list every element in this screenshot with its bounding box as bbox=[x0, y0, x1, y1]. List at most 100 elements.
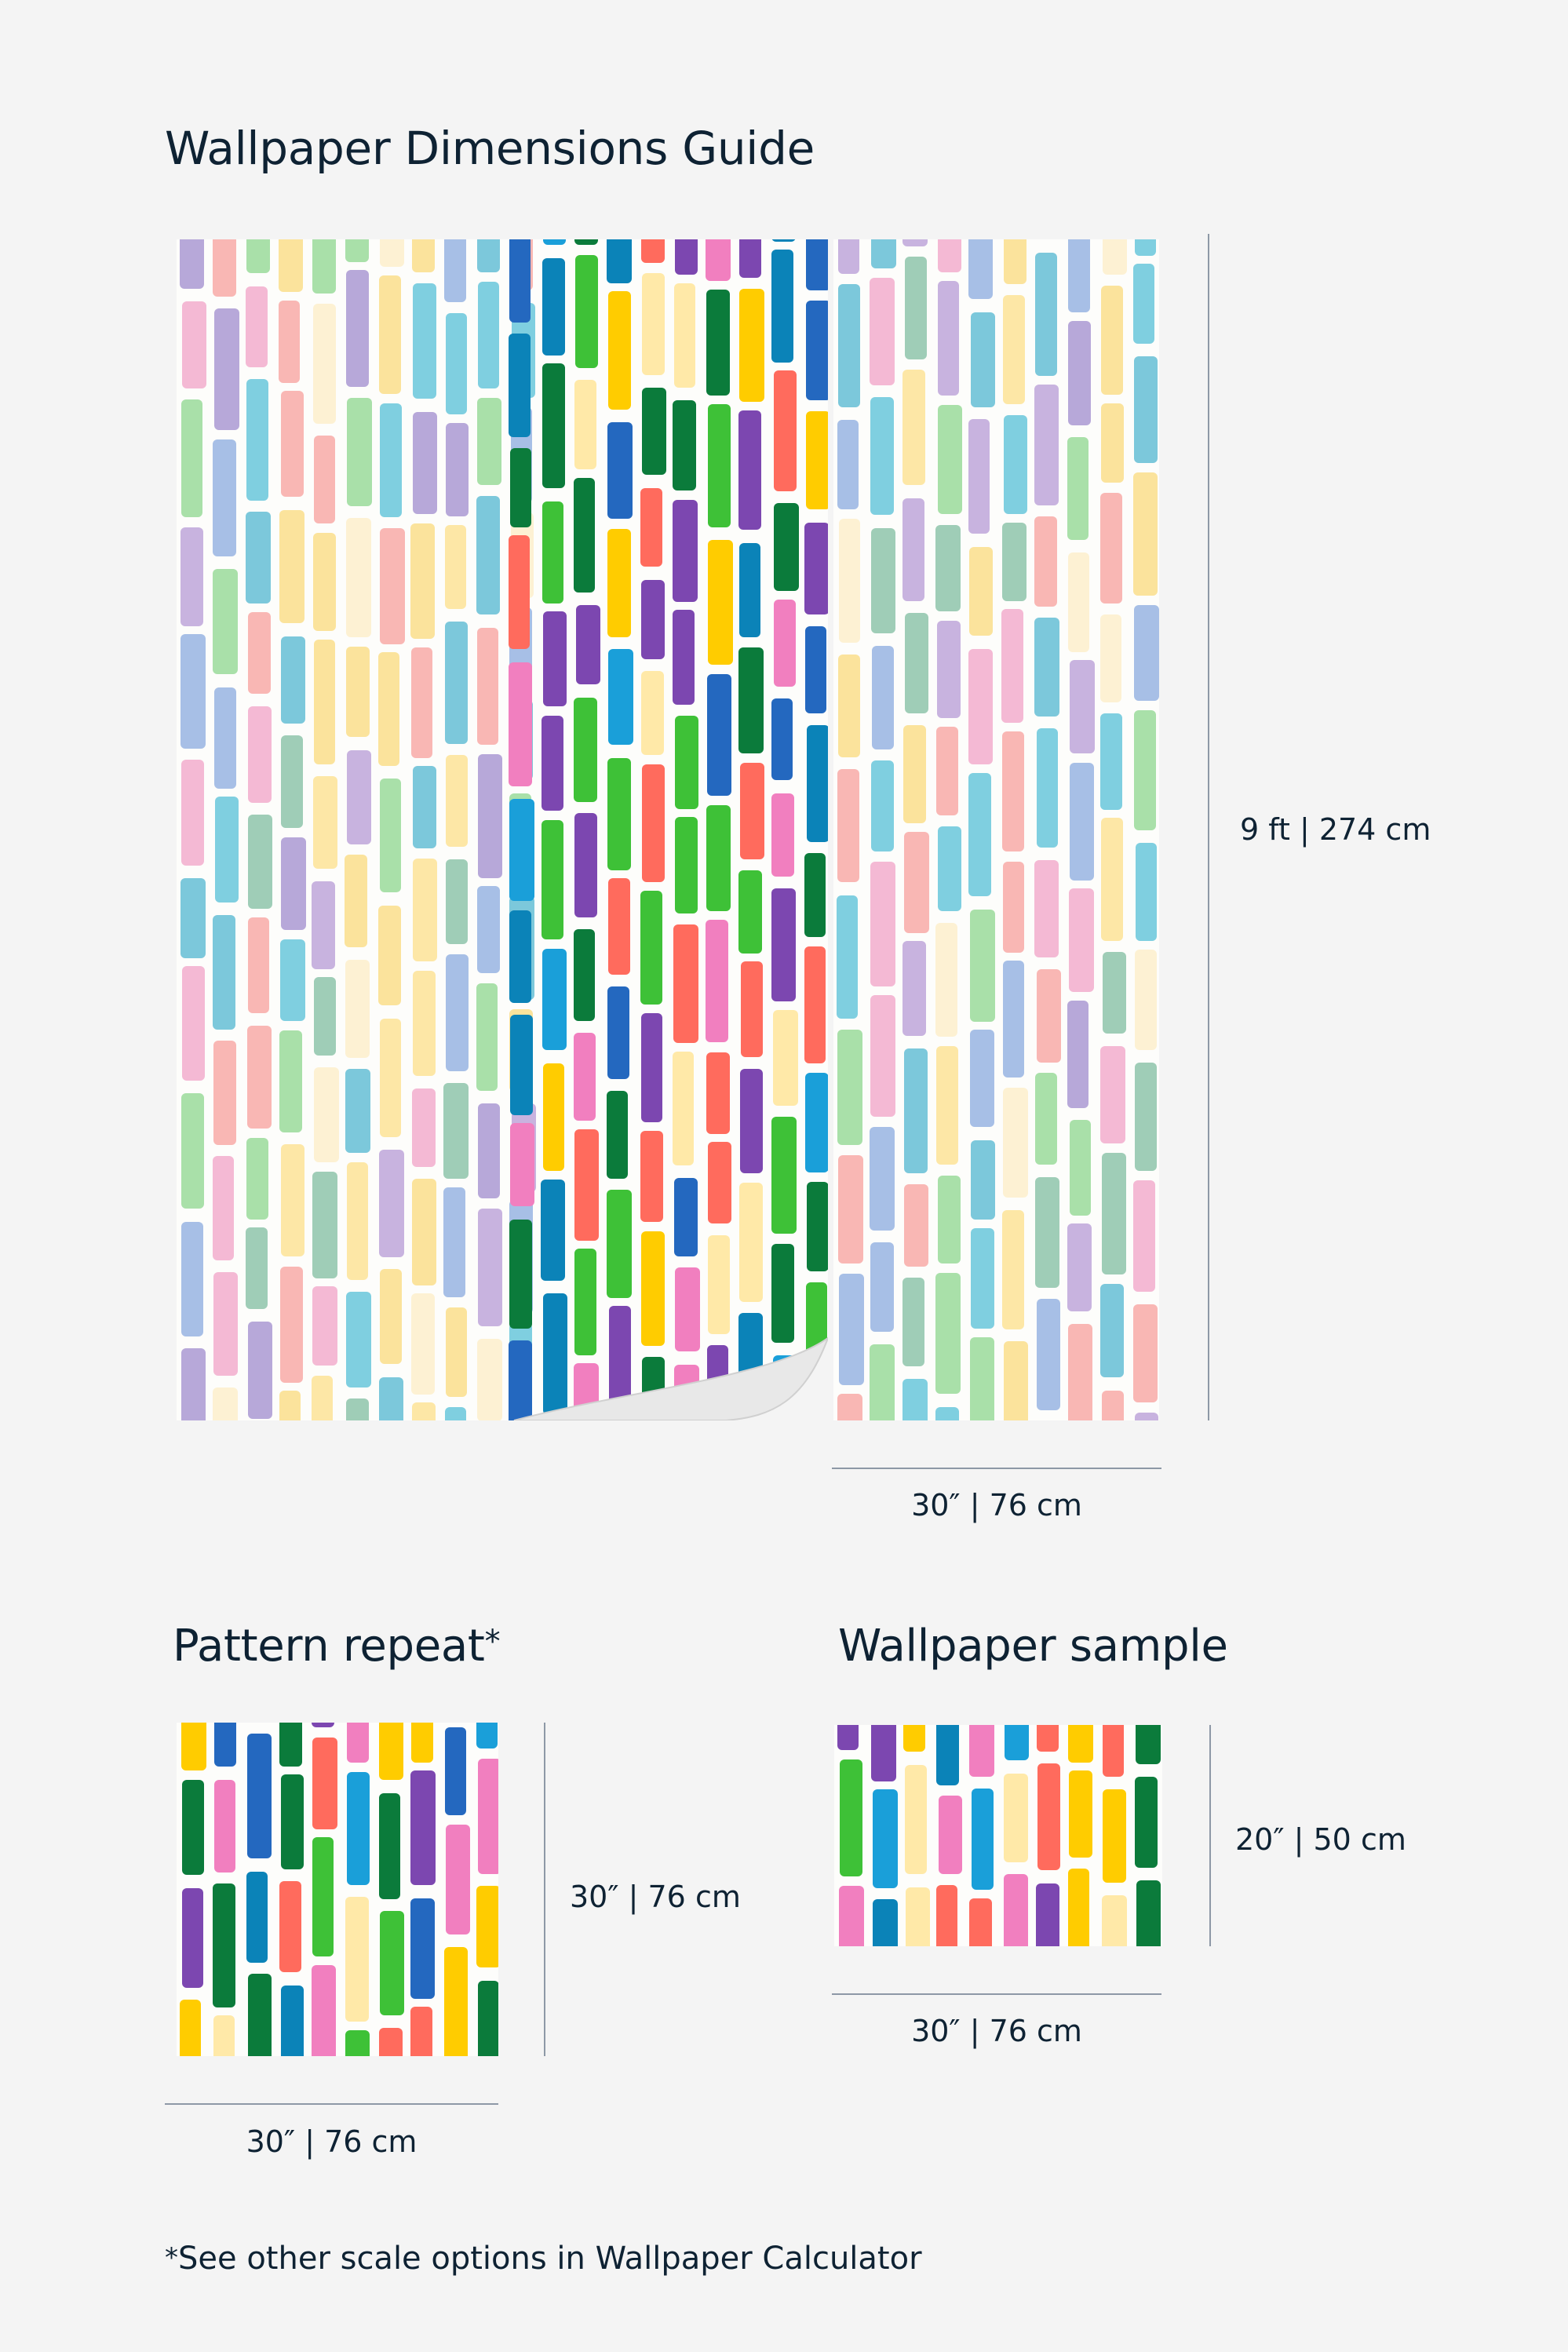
brush-stroke bbox=[871, 1725, 896, 1781]
brush-stroke bbox=[313, 304, 336, 424]
brush-stroke bbox=[345, 239, 369, 262]
brush-stroke bbox=[509, 334, 531, 437]
brush-stroke bbox=[248, 917, 269, 1013]
brush-stroke bbox=[446, 755, 468, 847]
brush-stroke bbox=[413, 412, 437, 514]
brush-stroke bbox=[1068, 1725, 1093, 1763]
brush-stroke bbox=[905, 1765, 927, 1874]
brush-stroke bbox=[574, 929, 595, 1021]
brush-stroke bbox=[380, 403, 402, 517]
brush-stroke bbox=[182, 966, 205, 1081]
brush-stroke bbox=[608, 291, 631, 410]
brush-stroke bbox=[1003, 961, 1024, 1078]
brush-stroke bbox=[640, 891, 662, 1005]
brush-stroke bbox=[1100, 614, 1121, 702]
brush-stroke bbox=[246, 286, 268, 367]
brush-stroke bbox=[476, 1886, 498, 1967]
brush-stroke bbox=[181, 878, 206, 958]
brush-stroke bbox=[213, 1387, 238, 1420]
brush-stroke bbox=[936, 1046, 958, 1165]
brush-stroke bbox=[213, 439, 236, 556]
brush-stroke bbox=[1035, 1073, 1057, 1165]
brush-stroke bbox=[1136, 1725, 1161, 1764]
brush-stroke bbox=[509, 1340, 532, 1420]
brush-stroke bbox=[938, 239, 961, 272]
brush-stroke bbox=[1133, 472, 1158, 596]
brush-stroke bbox=[904, 832, 929, 933]
brush-stroke bbox=[1034, 516, 1057, 607]
brush-stroke bbox=[607, 529, 631, 637]
brush-stroke bbox=[1068, 321, 1091, 425]
brush-stroke bbox=[673, 924, 698, 1043]
brush-stroke bbox=[1133, 264, 1154, 344]
brush-stroke bbox=[936, 727, 958, 815]
brush-stroke bbox=[181, 1348, 206, 1420]
brush-stroke bbox=[542, 949, 567, 1050]
brush-stroke bbox=[806, 239, 828, 290]
brush-stroke bbox=[642, 273, 665, 375]
brush-stroke bbox=[213, 915, 235, 1030]
brush-stroke bbox=[347, 750, 371, 844]
brush-stroke bbox=[347, 1772, 370, 1885]
brush-stroke bbox=[838, 284, 860, 407]
brush-stroke bbox=[248, 815, 272, 909]
brush-stroke bbox=[312, 1965, 336, 2056]
brush-stroke bbox=[445, 525, 466, 609]
brush-stroke bbox=[673, 610, 695, 705]
brush-stroke bbox=[1067, 437, 1088, 540]
brush-stroke bbox=[673, 400, 696, 490]
brush-stroke bbox=[969, 547, 993, 636]
brush-stroke bbox=[281, 837, 306, 930]
brush-stroke bbox=[542, 501, 563, 603]
brush-stroke bbox=[837, 420, 859, 509]
brush-stroke bbox=[312, 1723, 334, 1727]
brush-stroke bbox=[446, 313, 467, 414]
wallpaper-sample-swatch bbox=[834, 1725, 1162, 1946]
brush-stroke bbox=[478, 1103, 500, 1198]
brush-stroke bbox=[673, 500, 698, 602]
brush-stroke bbox=[446, 1825, 470, 1934]
brush-stroke bbox=[181, 634, 206, 749]
brush-stroke bbox=[574, 239, 598, 245]
brush-stroke bbox=[509, 662, 532, 786]
brush-stroke bbox=[379, 1723, 403, 1780]
brush-stroke bbox=[905, 257, 927, 359]
brush-stroke bbox=[707, 674, 731, 796]
brush-stroke bbox=[213, 1883, 235, 2007]
brush-stroke bbox=[935, 525, 961, 611]
brush-stroke bbox=[312, 1738, 337, 1829]
brush-stroke bbox=[444, 1947, 468, 2056]
brush-stroke bbox=[806, 411, 828, 509]
brush-stroke bbox=[641, 580, 665, 659]
brush-stroke bbox=[871, 239, 896, 268]
brush-stroke bbox=[346, 1292, 371, 1387]
brush-stroke bbox=[870, 1127, 895, 1231]
brush-stroke bbox=[938, 281, 959, 396]
brush-stroke bbox=[935, 923, 957, 1037]
brush-stroke bbox=[1102, 1153, 1126, 1274]
brush-stroke bbox=[247, 1734, 272, 1858]
brush-stroke bbox=[1036, 1883, 1059, 1946]
brush-stroke bbox=[675, 239, 698, 275]
brush-stroke bbox=[771, 1117, 797, 1234]
brush-stroke bbox=[477, 886, 500, 973]
brush-stroke bbox=[1070, 1120, 1091, 1216]
brush-stroke bbox=[541, 1180, 565, 1281]
brush-stroke bbox=[708, 404, 731, 527]
brush-stroke bbox=[708, 1235, 730, 1334]
brush-stroke bbox=[607, 1190, 632, 1298]
brush-stroke bbox=[542, 820, 563, 939]
brush-stroke bbox=[410, 523, 435, 639]
brush-stroke bbox=[313, 533, 336, 631]
brush-stroke bbox=[738, 870, 762, 954]
brush-stroke bbox=[412, 1402, 436, 1420]
brush-stroke bbox=[903, 1725, 925, 1752]
brush-stroke bbox=[903, 498, 924, 601]
brush-stroke bbox=[1037, 1763, 1060, 1870]
brush-stroke bbox=[1034, 385, 1059, 505]
brush-stroke bbox=[214, 308, 239, 430]
brush-stroke bbox=[1100, 713, 1122, 810]
brush-stroke bbox=[509, 910, 531, 1003]
brush-stroke bbox=[804, 523, 828, 614]
brush-stroke bbox=[839, 1274, 864, 1385]
